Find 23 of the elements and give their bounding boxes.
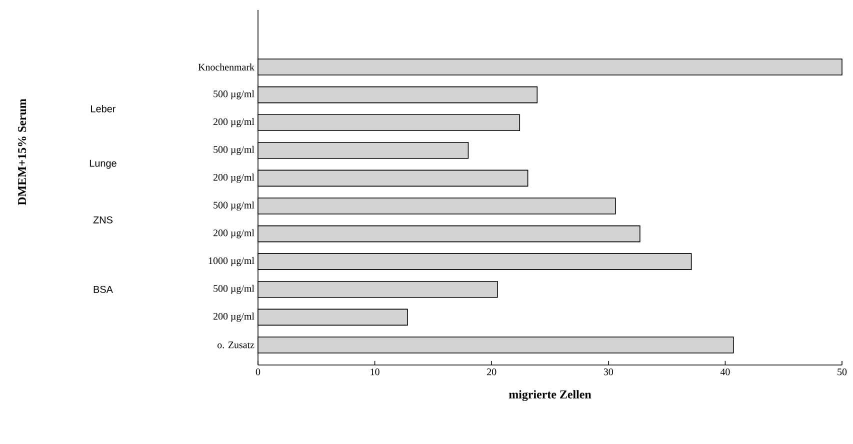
y-tick-label: 200 µg/ml [213, 118, 254, 128]
x-tick-label: 0 [256, 368, 260, 376]
y-tick-label: 500 µg/ml [214, 284, 254, 294]
x-tick-label: 20 [487, 368, 496, 376]
x-tick-label: 10 [370, 368, 380, 376]
y-tick-label: 1000 µg/ml [208, 257, 254, 266]
x-axis-title: migrierte Zellen [509, 390, 592, 402]
y-tick-label: Knochenmark [198, 63, 254, 70]
text: BSA [94, 286, 113, 293]
x-tick-label: 30 [604, 368, 614, 376]
y-tick-label: 200 µg/ml [213, 312, 254, 322]
x-tick-label: 40 [720, 368, 730, 376]
text: ZNS [93, 216, 113, 224]
x-tick-label: 50 [838, 368, 847, 376]
y-tick-label: 500 µg/ml [214, 146, 254, 155]
y-tick-label: 500 µg/ml [214, 90, 254, 100]
text: DMEM+15% Serum [18, 98, 26, 206]
text: Leber [91, 105, 116, 112]
y-tick-label: o. Zusatz [218, 342, 254, 348]
y-tick-label: 200 µg/ml [213, 174, 254, 183]
y-tick-label: 500 µg/ml [214, 201, 254, 211]
text: Lunge [90, 160, 116, 169]
y-tick-label: 200 µg/ml [213, 229, 254, 238]
